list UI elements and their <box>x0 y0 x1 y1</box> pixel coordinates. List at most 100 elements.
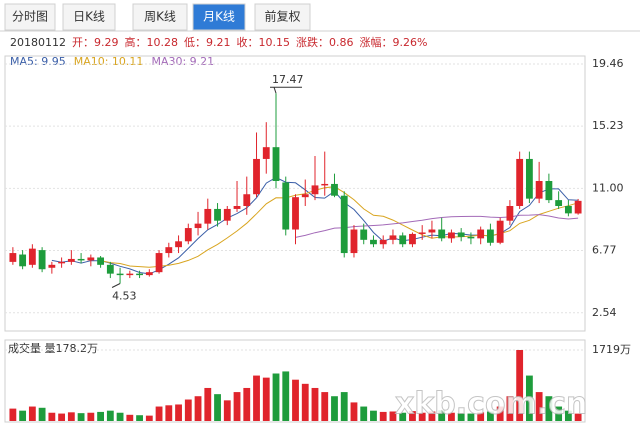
volume-bar <box>399 412 407 421</box>
volume-bar <box>9 408 17 421</box>
tab-label[interactable]: 日K线 <box>73 10 105 24</box>
volume-bar <box>409 411 416 421</box>
candle-body <box>282 182 290 230</box>
volume-bar <box>467 413 475 421</box>
candle-body <box>516 158 524 206</box>
volume-bar <box>487 411 494 421</box>
candle-body <box>87 257 95 261</box>
candle-body <box>438 229 446 239</box>
volume-bar <box>525 375 533 421</box>
candle-body <box>477 229 485 239</box>
candle-body <box>106 264 114 274</box>
volume-bar <box>87 412 95 421</box>
max-label: 17.47 <box>272 73 304 86</box>
candle-body <box>487 229 494 243</box>
candle-body <box>311 185 319 195</box>
candle-body <box>496 220 504 243</box>
ma-label: MA10: 10.11 <box>74 55 144 68</box>
volume-bar <box>145 415 153 421</box>
candle-body <box>77 258 85 261</box>
candle-body <box>28 248 36 265</box>
volume-bar <box>67 412 75 421</box>
volume-bar <box>535 392 543 421</box>
candle-body <box>467 236 475 239</box>
volume-title: 成交量 量178.2万 <box>8 341 98 355</box>
tab-label[interactable]: 前复权 <box>264 9 300 24</box>
volume-bar <box>340 392 348 421</box>
volume-bar <box>243 387 251 421</box>
candle-body <box>370 239 377 245</box>
tab-label[interactable]: 月K线 <box>203 10 235 24</box>
volume-bar <box>379 411 387 421</box>
volume-bar <box>175 404 182 421</box>
candle-body <box>116 273 124 276</box>
volume-bar <box>496 406 504 421</box>
volume-bar <box>282 371 290 421</box>
tab[interactable] <box>62 3 116 31</box>
volume-bar <box>555 406 563 421</box>
candle-body <box>292 197 299 230</box>
candle-body <box>428 229 436 233</box>
info-item: 高：10.28 <box>125 35 179 49</box>
candle-body <box>555 200 563 206</box>
y-tick-label: 2.54 <box>592 306 617 319</box>
tab[interactable] <box>4 3 56 31</box>
info-item: 收：10.15 <box>237 35 291 49</box>
volume-bar <box>214 394 221 421</box>
candle-body <box>253 158 260 195</box>
tab-label[interactable]: 周K线 <box>144 10 176 24</box>
volume-bar <box>253 375 260 421</box>
info-item: 涨幅：9.26% <box>360 36 428 49</box>
candle-body <box>457 232 465 237</box>
candle-body <box>184 228 192 242</box>
volume-bar <box>194 396 202 421</box>
volume-bar <box>19 410 27 421</box>
volume-bar <box>350 402 358 421</box>
tab[interactable] <box>132 3 188 31</box>
candle-body <box>399 235 407 245</box>
candle-body <box>331 183 338 196</box>
volume-bar <box>448 412 455 421</box>
candle-body <box>389 235 397 240</box>
tab[interactable] <box>254 3 311 31</box>
candle-body <box>155 253 163 273</box>
info-item: 低：9.21 <box>184 36 231 49</box>
candle-body <box>9 253 17 262</box>
volume-bar <box>477 412 485 421</box>
candle-body <box>574 200 582 214</box>
ma-label: MA5: 9.95 <box>10 55 66 68</box>
candle-body <box>233 206 241 209</box>
candle-body <box>564 206 572 214</box>
candle-body <box>214 208 221 221</box>
volume-bar <box>574 413 582 421</box>
volume-bar <box>370 410 377 421</box>
annotation-line <box>273 87 277 94</box>
volume-bar <box>126 414 134 421</box>
candle-body <box>136 273 143 276</box>
volume-bar <box>311 387 319 421</box>
volume-bar <box>389 411 397 421</box>
volume-bar <box>106 410 114 421</box>
volume-bar <box>506 396 514 421</box>
candle-body <box>272 147 280 181</box>
info-item: 涨跌：0.86 <box>296 35 354 49</box>
tab[interactable] <box>192 3 246 31</box>
candle-body <box>67 258 75 262</box>
volume-panel <box>4 339 586 423</box>
watermark: xkb.com.cn <box>395 387 587 422</box>
candle-body <box>535 181 543 199</box>
candle-body <box>360 229 368 240</box>
volume-tick-label: 1719万 <box>592 343 631 356</box>
candle-body <box>448 232 455 239</box>
volume-bar <box>155 406 163 421</box>
y-tick-label: 11.00 <box>592 181 624 194</box>
candle-body <box>525 158 533 199</box>
volume-bar <box>204 387 212 421</box>
tab-label[interactable]: 分时图 <box>12 10 48 24</box>
y-tick-label: 15.23 <box>592 119 624 132</box>
price-panel <box>4 55 586 332</box>
volume-bar <box>516 350 524 421</box>
y-tick-label: 6.77 <box>592 244 617 257</box>
volume-bar <box>262 377 270 421</box>
